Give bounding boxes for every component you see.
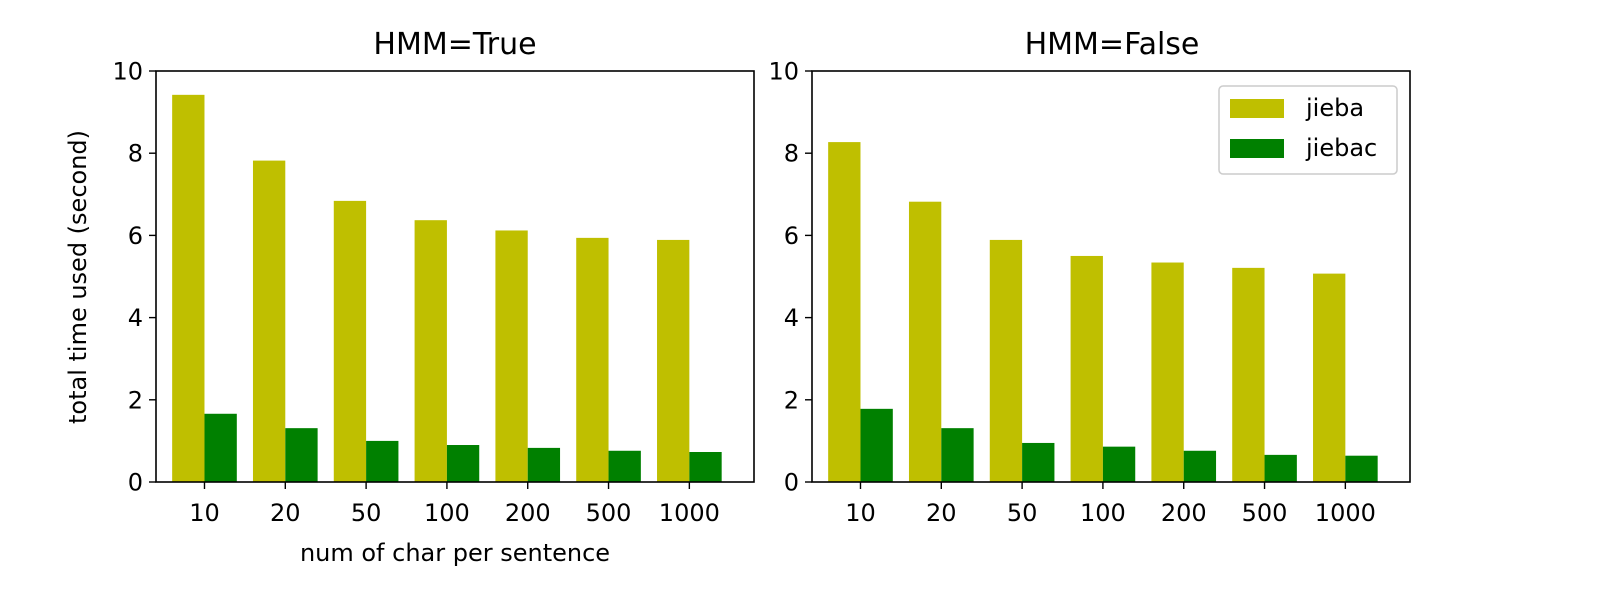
bar-jieba-100 xyxy=(1070,255,1103,482)
y-tick-label: 2 xyxy=(784,386,799,414)
legend-label-jiebac: jiebac xyxy=(1305,134,1377,162)
x-tick-label: 50 xyxy=(351,499,382,527)
bar-jieba-50 xyxy=(333,200,367,482)
bar-jiebac-100 xyxy=(1102,446,1136,482)
x-tick-label: 20 xyxy=(270,499,301,527)
x-tick-label: 50 xyxy=(1007,499,1038,527)
y-tick-label: 6 xyxy=(784,222,799,250)
bar-jiebac-200 xyxy=(1183,450,1217,482)
chart-hmm-true: HMM=True num of char per sentence total … xyxy=(64,27,755,567)
bar-jieba-500 xyxy=(1232,267,1265,482)
x-axis-ticks: 10 20 50 100 200 500 1000 xyxy=(189,482,720,527)
y-axis-ticks: 0 2 4 6 8 10 xyxy=(768,58,812,497)
bars xyxy=(172,94,722,482)
bar-jieba-10 xyxy=(828,142,861,482)
legend-label-jieba: jieba xyxy=(1305,94,1364,122)
x-tick-label: 500 xyxy=(586,499,632,527)
bar-jieba-100 xyxy=(414,220,447,482)
y-tick-label: 4 xyxy=(128,304,143,332)
x-tick-label: 1000 xyxy=(659,499,720,527)
bar-jiebac-500 xyxy=(608,450,641,482)
x-axis-ticks: 10 20 50 100 200 500 1000 xyxy=(845,482,1376,527)
bar-jiebac-20 xyxy=(285,428,318,482)
chart-title: HMM=False xyxy=(1025,27,1200,62)
bar-jiebac-100 xyxy=(446,445,480,482)
chart-hmm-false: HMM=False 0 2 4 6 8 10 10 20 50 100 200 500 1000 ji… xyxy=(768,27,1411,527)
bar-jieba-200 xyxy=(495,230,528,482)
plot-frame xyxy=(811,70,1411,483)
legend-swatch-jieba xyxy=(1230,99,1284,118)
x-tick-label: 100 xyxy=(424,499,470,527)
x-tick-label: 200 xyxy=(1161,499,1207,527)
x-axis-label: num of char per sentence xyxy=(300,539,610,567)
bar-jieba-500 xyxy=(576,237,609,482)
bar-jiebac-50 xyxy=(366,440,399,482)
y-tick-label: 8 xyxy=(784,140,799,168)
x-tick-label: 200 xyxy=(505,499,551,527)
plot-frame xyxy=(155,70,755,483)
bar-jiebac-200 xyxy=(527,447,561,482)
x-tick-label: 500 xyxy=(1242,499,1288,527)
y-tick-label: 8 xyxy=(128,140,143,168)
y-tick-label: 6 xyxy=(128,222,143,250)
x-tick-label: 10 xyxy=(845,499,876,527)
bar-jieba-1000 xyxy=(1313,273,1346,482)
x-tick-label: 1000 xyxy=(1315,499,1376,527)
bar-jiebac-500 xyxy=(1264,454,1297,482)
bar-jiebac-20 xyxy=(941,428,974,482)
x-tick-label: 100 xyxy=(1080,499,1126,527)
bar-jiebac-50 xyxy=(1022,442,1055,482)
bar-jieba-20 xyxy=(252,160,286,482)
bar-jieba-20 xyxy=(908,201,942,482)
legend-swatch-jiebac xyxy=(1230,139,1284,158)
bar-jieba-10 xyxy=(172,94,205,482)
bar-jieba-1000 xyxy=(657,239,690,482)
y-axis-label: total time used (second) xyxy=(64,130,92,424)
x-tick-label: 10 xyxy=(189,499,220,527)
bar-jieba-200 xyxy=(1151,262,1184,482)
bar-jiebac-1000 xyxy=(1345,455,1378,482)
bar-jiebac-10 xyxy=(204,413,237,482)
bar-jiebac-10 xyxy=(860,408,893,482)
y-axis-ticks: 0 2 4 6 8 10 xyxy=(112,58,156,497)
bars xyxy=(828,142,1378,482)
legend: jieba jiebac xyxy=(1218,85,1398,175)
y-tick-label: 2 xyxy=(128,386,143,414)
y-tick-label: 0 xyxy=(128,469,143,497)
bar-jieba-50 xyxy=(989,239,1023,482)
y-tick-label: 4 xyxy=(784,304,799,332)
y-tick-label: 0 xyxy=(784,469,799,497)
bar-jiebac-1000 xyxy=(689,452,722,482)
y-tick-label: 10 xyxy=(112,58,143,86)
chart-title: HMM=True xyxy=(373,27,536,62)
y-tick-label: 10 xyxy=(768,58,799,86)
x-tick-label: 20 xyxy=(926,499,957,527)
